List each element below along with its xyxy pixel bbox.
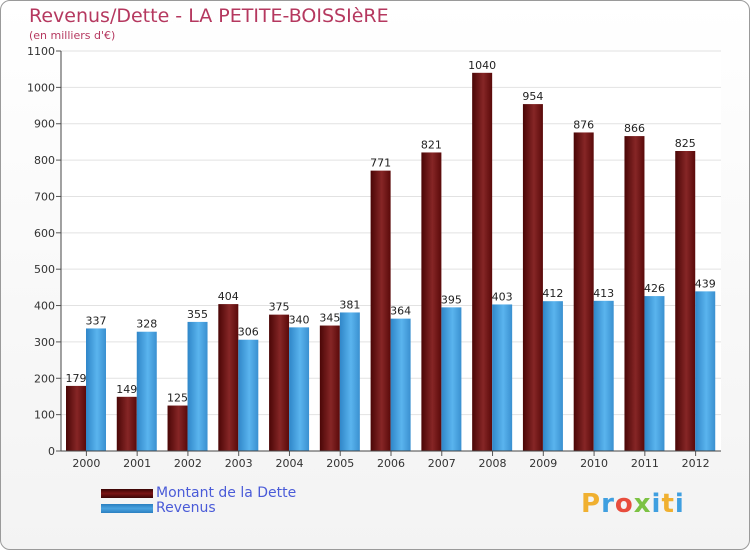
y-tick-label: 500 — [34, 263, 55, 276]
x-tick-label: 2000 — [72, 457, 100, 470]
x-tick-label: 2011 — [631, 457, 659, 470]
x-tick-label: 2003 — [225, 457, 253, 470]
data-label-revenus: 439 — [695, 277, 716, 290]
bar-dette — [66, 385, 86, 451]
bar-dette — [421, 152, 442, 452]
y-tick-label: 900 — [34, 118, 55, 131]
x-tick-label: 2012 — [682, 457, 710, 470]
data-label-revenus: 337 — [86, 314, 107, 327]
data-label-revenus: 306 — [238, 326, 259, 339]
legend-swatch-revenus — [101, 504, 153, 513]
y-tick-label: 1000 — [27, 81, 55, 94]
bar-revenus — [492, 304, 513, 451]
bar-revenus — [136, 331, 157, 451]
x-tick-label: 2006 — [377, 457, 405, 470]
chart-title: Revenus/Dette - LA PETITE-BOISSIèRE — [29, 5, 389, 27]
data-label-revenus: 381 — [339, 298, 360, 311]
data-label-revenus: 413 — [593, 287, 614, 300]
data-label-revenus: 364 — [390, 305, 411, 318]
x-tick-label: 2005 — [326, 457, 354, 470]
bar-dette — [116, 396, 137, 451]
bar-dette — [167, 405, 188, 451]
bar-revenus — [289, 327, 310, 451]
bar-dette — [624, 136, 645, 451]
bar-revenus — [187, 321, 208, 451]
data-label-dette: 345 — [319, 312, 340, 325]
data-label-revenus: 403 — [492, 290, 513, 303]
y-tick-label: 200 — [34, 372, 55, 385]
data-label-dette: 821 — [421, 138, 442, 151]
bar-dette — [675, 151, 696, 451]
data-label-dette: 825 — [675, 137, 696, 150]
y-tick-label: 400 — [34, 300, 55, 313]
bar-revenus — [695, 291, 716, 451]
x-tick-label: 2010 — [580, 457, 608, 470]
data-label-dette: 876 — [573, 118, 594, 131]
data-label-dette: 149 — [116, 383, 137, 396]
bar-revenus — [644, 296, 665, 451]
bar-revenus — [238, 339, 259, 451]
y-tick-label: 1100 — [27, 45, 55, 58]
x-tick-label: 2002 — [174, 457, 202, 470]
legend-swatch-dette — [101, 489, 153, 498]
x-tick-label: 2007 — [428, 457, 456, 470]
data-label-revenus: 355 — [187, 308, 208, 321]
bar-dette — [522, 104, 543, 451]
bar-revenus — [593, 300, 614, 451]
y-tick-label: 800 — [34, 154, 55, 167]
data-label-revenus: 395 — [441, 293, 462, 306]
bar-dette — [573, 132, 594, 452]
y-tick-label: 300 — [34, 336, 55, 349]
x-tick-label: 2004 — [275, 457, 303, 470]
data-label-dette: 1040 — [468, 59, 496, 72]
data-label-dette: 125 — [167, 392, 188, 405]
data-label-revenus: 328 — [136, 318, 157, 331]
data-label-dette: 954 — [522, 90, 543, 103]
chart-subtitle: (en milliers d'€) — [29, 29, 116, 42]
x-tick-label: 2008 — [479, 457, 507, 470]
bar-revenus — [339, 312, 360, 451]
y-tick-label: 700 — [34, 190, 55, 203]
bar-dette — [218, 304, 239, 451]
data-label-dette: 866 — [624, 122, 645, 135]
bar-dette — [319, 325, 340, 451]
proxiti-logo: Proxiti — [581, 489, 685, 519]
data-label-revenus: 412 — [542, 287, 563, 300]
bar-revenus — [542, 301, 563, 451]
y-tick-label: 0 — [48, 445, 55, 458]
bar-revenus — [86, 328, 106, 451]
data-label-revenus: 426 — [644, 282, 665, 295]
data-label-revenus: 340 — [289, 313, 310, 326]
data-label-dette: 404 — [218, 290, 239, 303]
x-tick-label: 2001 — [123, 457, 151, 470]
bar-dette — [472, 72, 493, 452]
bar-revenus — [390, 318, 411, 451]
bar-dette — [370, 170, 391, 452]
legend-label-dette: Montant de la Dette — [156, 485, 297, 501]
data-label-dette: 375 — [269, 301, 290, 314]
data-label-dette: 771 — [370, 157, 391, 170]
bar-dette — [269, 314, 290, 451]
legend-label-revenus: Revenus — [156, 500, 216, 516]
y-tick-label: 600 — [34, 227, 55, 240]
x-tick-label: 2009 — [529, 457, 557, 470]
y-tick-label: 100 — [34, 409, 55, 422]
bar-revenus — [441, 307, 462, 451]
data-label-dette: 179 — [66, 372, 87, 385]
